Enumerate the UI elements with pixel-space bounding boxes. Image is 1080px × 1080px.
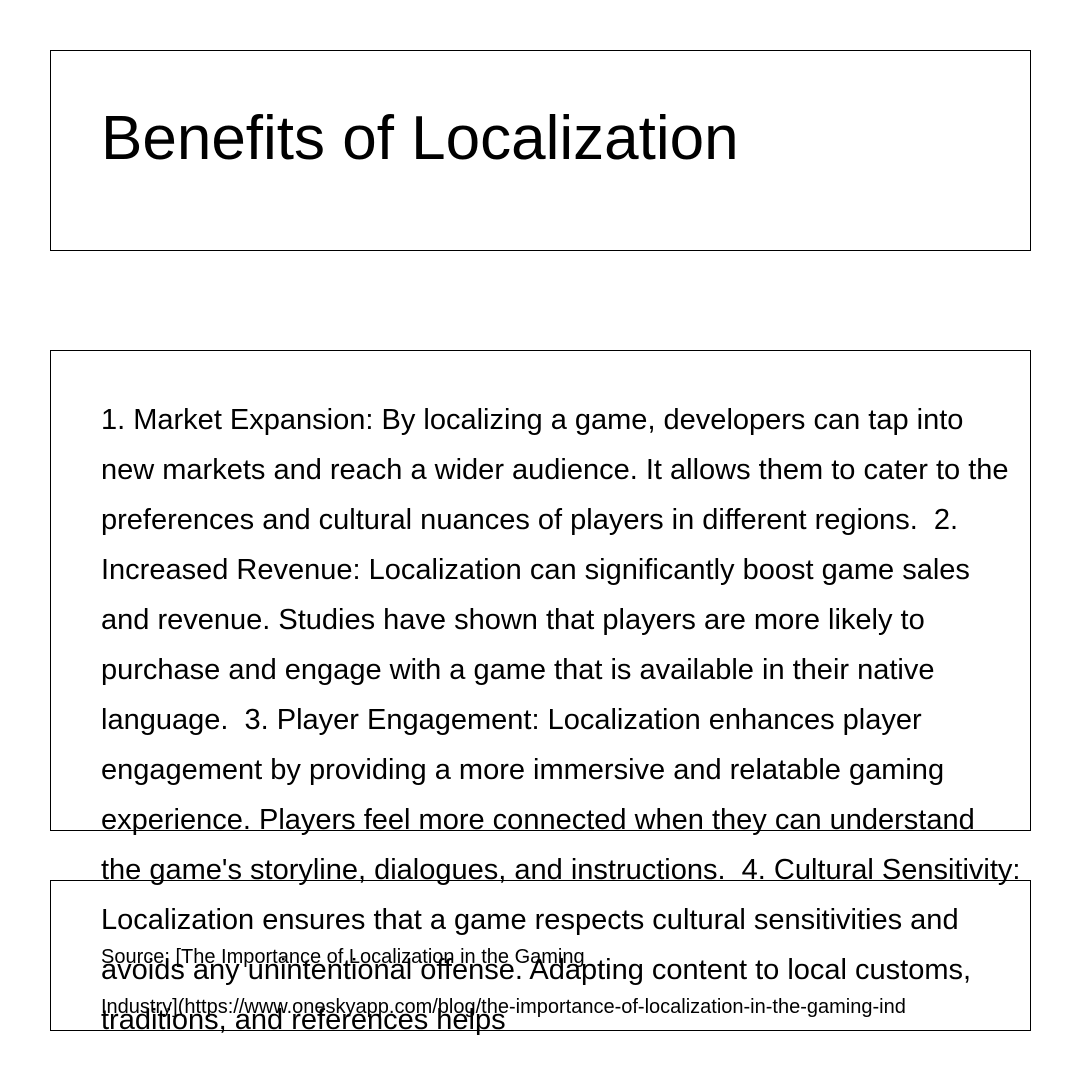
source-citation: Source: [The Importance of Localization …: [101, 932, 906, 1032]
body-text: 1. Market Expansion: By localizing a gam…: [101, 404, 1029, 1036]
slide-title: Benefits of Localization: [101, 104, 739, 173]
source-line-1: Source: [The Importance of Localization …: [101, 946, 585, 968]
body-box: 1. Market Expansion: By localizing a gam…: [50, 350, 1031, 1036]
source-box: Source: [The Importance of Localization …: [50, 880, 1031, 1031]
source-line-2: Industry](https://www.oneskyapp.com/blog…: [101, 996, 906, 1018]
title-box: Benefits of Localization: [50, 50, 1031, 251]
